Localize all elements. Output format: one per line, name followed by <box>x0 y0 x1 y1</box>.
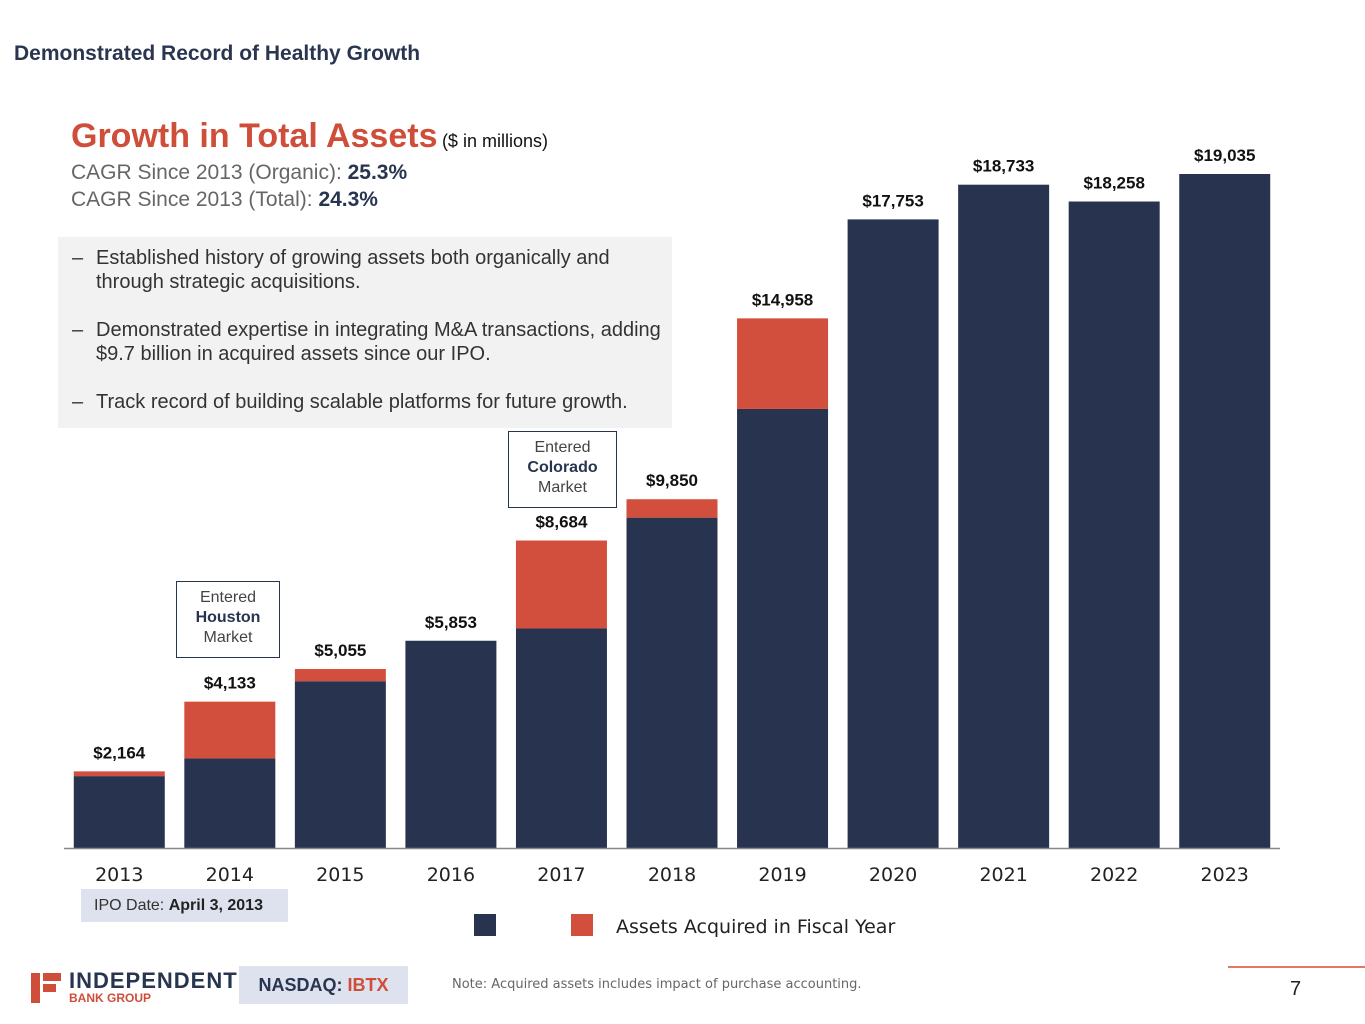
cagr-organic-label: CAGR Since 2013 (Organic): <box>71 161 348 184</box>
data-label-2022: $18,258 <box>1083 174 1144 193</box>
data-label-2019: $14,958 <box>752 290 813 309</box>
callout-colorado-line3: Market <box>538 479 587 496</box>
bar-acquired-2013 <box>73 771 165 777</box>
bullet-dash: – <box>72 319 84 341</box>
cagr-organic: CAGR Since 2013 (Organic): 25.3% <box>71 161 407 185</box>
bullet-text: Demonstrated expertise in integrating M&… <box>96 319 661 365</box>
bar-organic-2021 <box>958 184 1050 848</box>
logo-subtitle: BANK GROUP <box>69 991 152 1005</box>
x-tick-2014: 2014 <box>206 864 254 886</box>
x-tick-2021: 2021 <box>979 864 1027 886</box>
chart-unit: ($ in millions) <box>441 131 548 151</box>
x-tick-2016: 2016 <box>427 864 475 886</box>
bar-acquired-2017 <box>515 540 607 629</box>
x-tick-2020: 2020 <box>869 864 917 886</box>
callout-houston: Entered Houston Market <box>176 581 280 658</box>
page-number: 7 <box>1290 978 1302 1000</box>
bar-organic-2022 <box>1068 201 1160 848</box>
x-tick-2023: 2023 <box>1201 864 1249 886</box>
ipo-label: IPO Date: <box>94 897 169 914</box>
bar-organic-2019 <box>737 408 829 848</box>
logo-mark-icon <box>31 973 61 1003</box>
bar-organic-2014 <box>184 758 276 848</box>
cagr-total-label: CAGR Since 2013 (Total): <box>71 188 319 211</box>
data-label-2023: $19,035 <box>1194 146 1255 165</box>
footnote: Note: Acquired assets includes impact of… <box>452 977 862 992</box>
ipo-date-badge: IPO Date: April 3, 2013 <box>81 889 288 922</box>
bar-organic-2017 <box>515 628 607 848</box>
bar-acquired-2014 <box>184 701 276 759</box>
bullet-item: – Track record of building scalable plat… <box>72 390 662 414</box>
bar-organic-2020 <box>847 219 939 848</box>
highlights-box: – Established history of growing assets … <box>58 237 672 428</box>
bullet-text: Track record of building scalable platfo… <box>96 391 628 413</box>
data-label-2021: $18,733 <box>973 157 1034 176</box>
callout-houston-market: Houston <box>195 609 261 626</box>
data-label-2016: $5,853 <box>425 613 477 632</box>
x-tick-2017: 2017 <box>537 864 585 886</box>
data-label-2017: $8,684 <box>535 513 588 532</box>
data-label-2015: $5,055 <box>314 641 366 660</box>
callout-colorado-line1: Entered <box>534 439 591 456</box>
cagr-total-value: 24.3% <box>318 188 378 211</box>
x-tick-2015: 2015 <box>316 864 364 886</box>
chart-headline: Growth in Total Assets ($ in millions) <box>71 117 548 156</box>
ipo-date: April 3, 2013 <box>168 897 263 914</box>
x-tick-2013: 2013 <box>95 864 143 886</box>
nasdaq-label: NASDAQ: <box>258 975 348 995</box>
bar-acquired-2015 <box>294 669 386 682</box>
chart-title: Growth in Total Assets <box>71 117 438 155</box>
bar-organic-2023 <box>1179 174 1271 848</box>
legend-swatch-acquired <box>571 914 593 936</box>
bar-organic-2016 <box>405 640 497 848</box>
nasdaq-ticker-badge: NASDAQ: IBTX <box>239 966 408 1004</box>
callout-colorado-market: Colorado <box>527 459 598 476</box>
bar-acquired-2019 <box>737 318 829 409</box>
logo-name: INDEPENDENT <box>69 968 238 993</box>
corner-divider <box>1228 966 1365 968</box>
bar-organic-2013 <box>73 776 165 848</box>
data-label-2013: $2,164 <box>93 743 146 762</box>
bar-organic-2015 <box>294 681 386 848</box>
callout-houston-line1: Entered <box>199 589 257 606</box>
ticker-symbol: IBTX <box>347 975 389 995</box>
x-tick-2019: 2019 <box>758 864 806 886</box>
data-label-2020: $17,753 <box>862 191 923 210</box>
page-title: Demonstrated Record of Healthy Growth <box>14 42 421 65</box>
bullet-dash: – <box>72 247 84 269</box>
x-tick-2022: 2022 <box>1090 864 1138 886</box>
callout-houston-line3: Market <box>203 629 253 646</box>
callout-colorado: Entered Colorado Market <box>508 431 617 508</box>
cagr-total: CAGR Since 2013 (Total): 24.3% <box>71 188 378 212</box>
bar-acquired-2018 <box>626 499 718 518</box>
legend-swatch-organic <box>474 914 496 936</box>
data-label-2018: $9,850 <box>646 471 698 490</box>
cagr-organic-value: 25.3% <box>347 161 408 184</box>
bullet-item: – Established history of growing assets … <box>72 246 662 294</box>
data-label-2014: $4,133 <box>204 674 256 693</box>
bullet-dash: – <box>72 391 84 413</box>
bar-organic-2018 <box>626 517 718 848</box>
bullet-item: – Demonstrated expertise in integrating … <box>72 318 662 366</box>
x-tick-2018: 2018 <box>648 864 696 886</box>
legend-label-acquired: Assets Acquired in Fiscal Year <box>616 916 896 938</box>
bullet-text: Established history of growing assets bo… <box>96 247 610 293</box>
